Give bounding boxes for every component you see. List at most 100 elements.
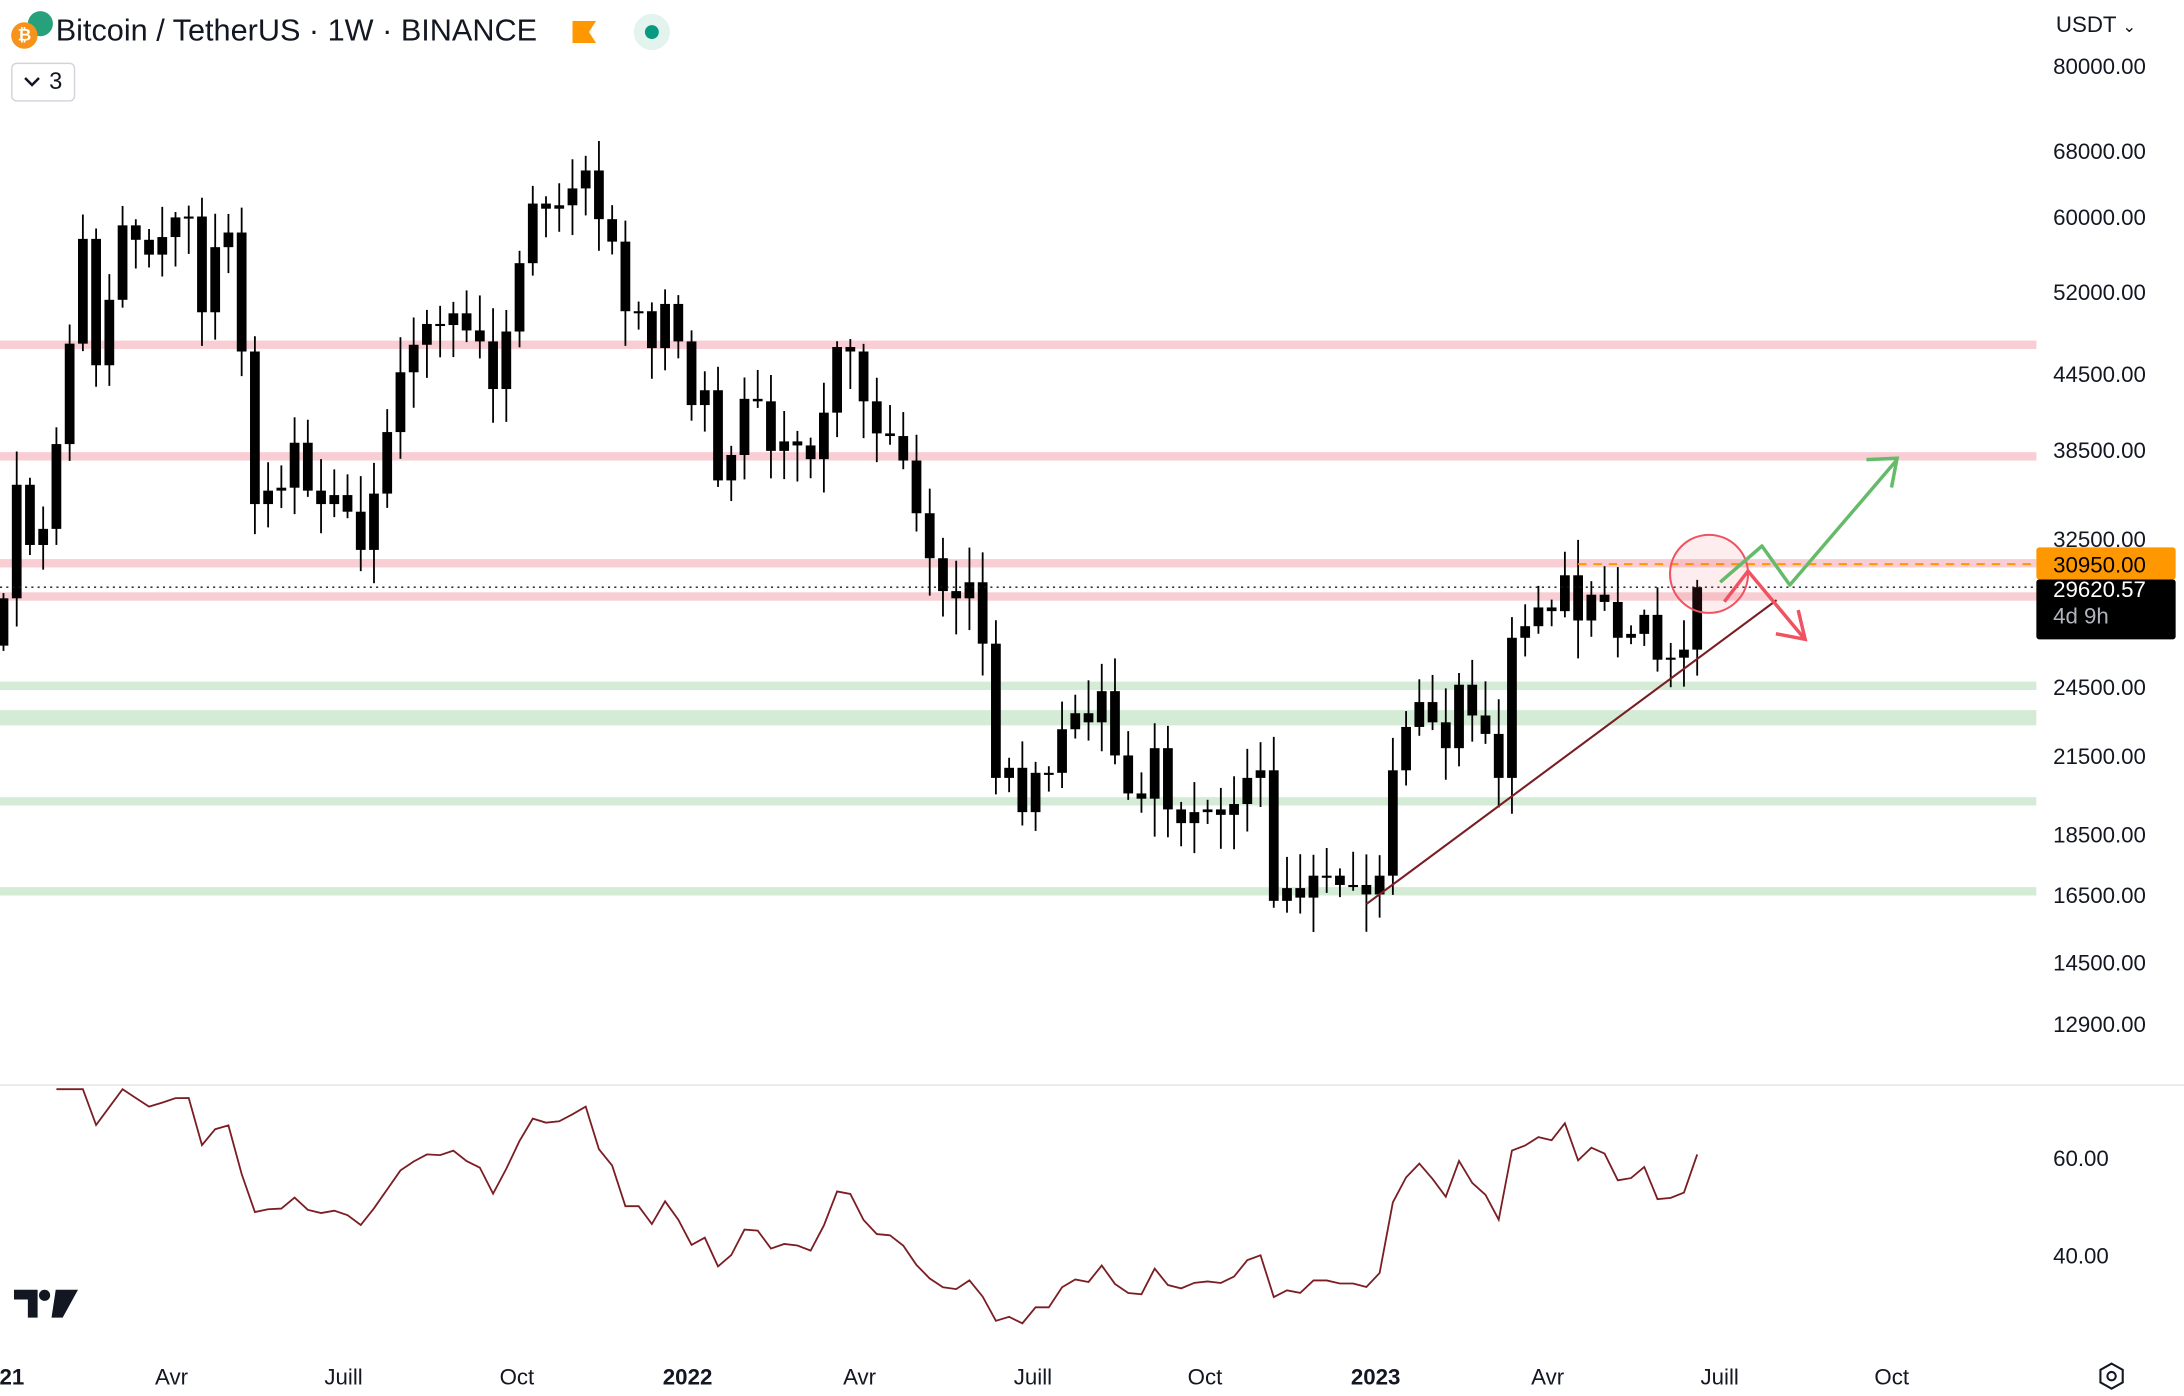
candle-body bbox=[1612, 601, 1623, 638]
price-tick-label: 24500.00 bbox=[2053, 675, 2146, 700]
candle bbox=[78, 214, 88, 352]
candle bbox=[408, 317, 419, 408]
currency-selector[interactable]: USDT ⌄ bbox=[2056, 14, 2136, 39]
price-tick-label: 16500.00 bbox=[2053, 883, 2146, 908]
candle-body bbox=[673, 303, 684, 342]
highlight-circle[interactable] bbox=[1668, 533, 1750, 614]
candle-body bbox=[871, 401, 882, 434]
candle bbox=[1321, 847, 1332, 893]
trendline[interactable] bbox=[1365, 599, 1778, 905]
candle-body bbox=[1123, 755, 1134, 794]
candle-body bbox=[1176, 809, 1187, 824]
resistance-zone bbox=[0, 592, 2037, 601]
settings-icon[interactable] bbox=[2099, 1362, 2124, 1390]
candle bbox=[1308, 854, 1319, 932]
candle bbox=[1679, 620, 1689, 687]
candle bbox=[276, 465, 287, 509]
price-tick-label: 44500.00 bbox=[2053, 362, 2146, 387]
flag-icon[interactable] bbox=[572, 20, 597, 44]
candle-body bbox=[1348, 884, 1359, 888]
candle bbox=[1560, 551, 1570, 618]
candle bbox=[554, 183, 565, 232]
candle bbox=[210, 213, 221, 340]
candle bbox=[646, 302, 657, 379]
resistance-zone bbox=[0, 340, 2037, 349]
candle-body bbox=[779, 441, 790, 451]
candle bbox=[1268, 736, 1279, 908]
candle-body bbox=[78, 238, 88, 344]
candle bbox=[514, 250, 525, 348]
candle bbox=[1215, 787, 1226, 849]
candle-body bbox=[1546, 607, 1557, 612]
candle bbox=[1612, 567, 1623, 658]
candle-body bbox=[1043, 772, 1054, 775]
candle bbox=[819, 382, 829, 493]
last-price-label: 29620.57 bbox=[2053, 577, 2146, 602]
candle-body bbox=[1573, 575, 1583, 621]
candle bbox=[1163, 725, 1173, 838]
candle bbox=[263, 462, 274, 528]
candle bbox=[11, 451, 22, 627]
candle bbox=[488, 308, 498, 423]
indicators-toggle-button[interactable]: 3 bbox=[11, 62, 76, 102]
price-tick-label: 60000.00 bbox=[2053, 205, 2146, 230]
price-tick-label: 18500.00 bbox=[2053, 823, 2146, 848]
candle bbox=[1546, 599, 1557, 627]
bearish-path-arrow[interactable] bbox=[1722, 569, 1806, 640]
candle-body bbox=[1268, 770, 1279, 901]
candle bbox=[289, 417, 300, 515]
candle-body bbox=[1560, 575, 1570, 612]
candle bbox=[117, 205, 128, 308]
candle-body bbox=[130, 225, 141, 240]
candle-body bbox=[488, 341, 498, 390]
candle-body bbox=[660, 303, 670, 349]
time-tick-label: 2021 bbox=[0, 1365, 24, 1390]
candle-body bbox=[845, 346, 856, 352]
candle-body bbox=[382, 432, 393, 494]
tradingview-logo[interactable] bbox=[13, 1287, 79, 1320]
candle-body bbox=[885, 433, 895, 437]
candle-body bbox=[1440, 722, 1451, 749]
time-tick-label: Oct bbox=[1874, 1365, 1909, 1390]
price-tick-label: 38500.00 bbox=[2053, 438, 2146, 463]
alert-price-badge[interactable] bbox=[2036, 547, 2176, 580]
candle bbox=[1480, 681, 1491, 744]
candle bbox=[236, 207, 247, 377]
chevron-down-icon: ⌄ bbox=[2122, 16, 2137, 37]
candle bbox=[1123, 731, 1134, 800]
bullish-path-arrow[interactable] bbox=[1719, 458, 1899, 587]
candle-body bbox=[408, 344, 419, 373]
candle-body bbox=[0, 598, 9, 646]
resistance-zone bbox=[0, 452, 2037, 461]
candle-body bbox=[1626, 633, 1636, 638]
candle-body bbox=[1692, 587, 1703, 650]
time-tick-label: 2022 bbox=[663, 1365, 713, 1390]
candle-body bbox=[369, 493, 379, 550]
candle-body bbox=[276, 487, 287, 491]
price-tick-label: 21500.00 bbox=[2053, 744, 2146, 769]
symbol-title[interactable]: Bitcoin / TetherUS · 1W · BINANCE bbox=[55, 12, 538, 48]
candle bbox=[197, 197, 207, 346]
candle-body bbox=[1149, 748, 1160, 799]
time-tick-label: Juill bbox=[1701, 1365, 1739, 1390]
candle bbox=[250, 336, 260, 535]
candle-body bbox=[832, 346, 842, 413]
candle bbox=[739, 377, 750, 480]
candle bbox=[38, 506, 49, 570]
candle-body bbox=[699, 390, 710, 406]
candle bbox=[1017, 741, 1028, 826]
candle bbox=[435, 305, 446, 358]
candle-body bbox=[395, 372, 406, 433]
candle-body bbox=[1110, 691, 1120, 756]
candle-body bbox=[1057, 729, 1067, 773]
candle bbox=[329, 469, 340, 518]
candle bbox=[382, 409, 393, 508]
candle-body bbox=[713, 390, 723, 481]
candle bbox=[395, 337, 406, 459]
candle bbox=[541, 196, 551, 238]
candle bbox=[1110, 658, 1120, 765]
candle bbox=[157, 206, 168, 277]
candle-body bbox=[898, 436, 909, 461]
candle bbox=[1255, 742, 1266, 807]
